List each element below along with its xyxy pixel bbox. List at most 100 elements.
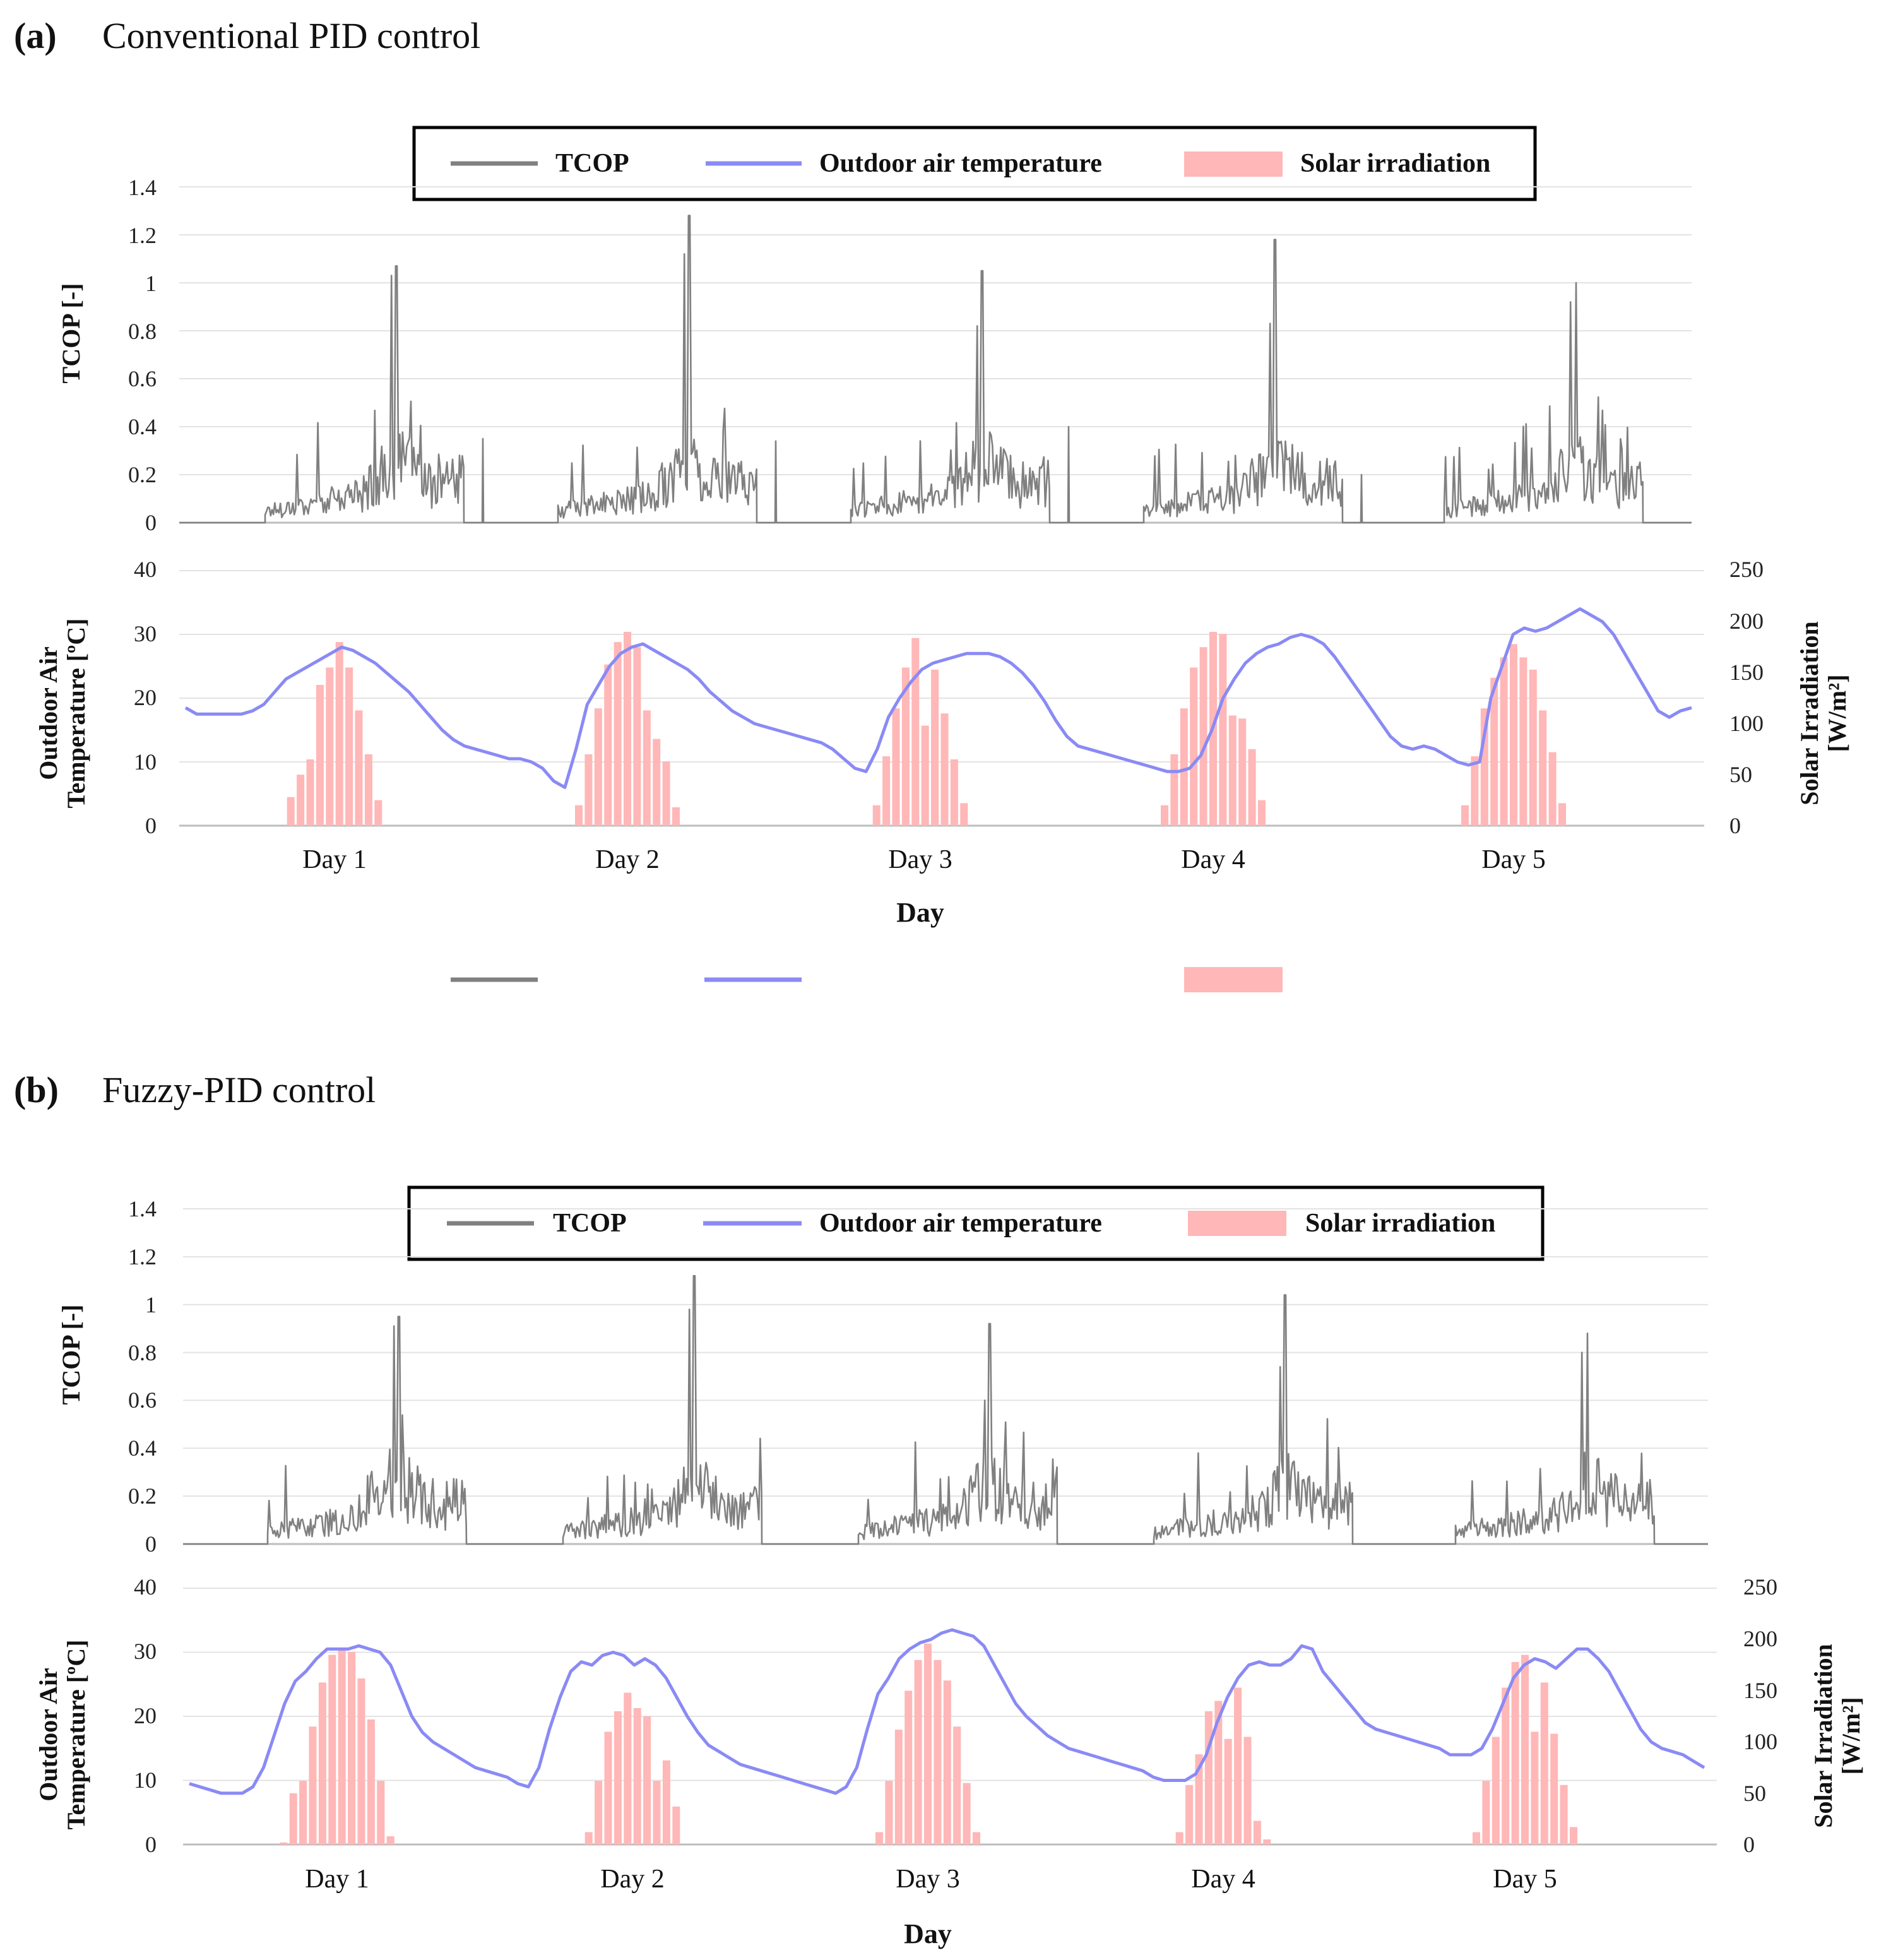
solar-b-bar [377, 1781, 385, 1844]
legend-a: TCOP Outdoor air temperature Solar irrad… [412, 126, 1537, 201]
temp-b-ytick-0: 0 [145, 1832, 157, 1857]
solar-a-bar [1190, 667, 1198, 826]
temp-a-ytick-3: 30 [134, 621, 157, 646]
tcop-b-ytick-4: 0.8 [128, 1340, 157, 1365]
solar-b-bar [953, 1726, 961, 1844]
temp-b-y-label: Outdoor Air Temperature [ºC] [34, 1640, 90, 1830]
temp-b-ytick-3: 30 [134, 1639, 157, 1664]
tcop-a-ytick-7: 1.4 [128, 175, 157, 200]
solar-b-bar [914, 1660, 922, 1844]
solar-b-bar [1253, 1820, 1261, 1844]
solar-a-bar [643, 710, 651, 826]
solar-b-bar [1234, 1687, 1242, 1844]
solar-b-ytick-4: 200 [1743, 1626, 1777, 1651]
solar-b-y-label-line1: Solar Irradiation [1809, 1644, 1837, 1828]
solar-a-bar [1170, 754, 1178, 826]
solar-b-bar [653, 1781, 661, 1844]
solar-b-bar [885, 1781, 893, 1844]
tcop-a-series [179, 215, 1692, 524]
tcop-b-grid [183, 1208, 1708, 1545]
solar-b-bar [1473, 1832, 1480, 1844]
solar-a-bar [306, 759, 314, 826]
tcop-b-series [183, 1274, 1708, 1545]
legend-b-solar-label: Solar irradiation [1305, 1209, 1495, 1238]
solar-b-ytick-3: 150 [1743, 1678, 1777, 1703]
solar-b-bar [924, 1643, 932, 1844]
solar-a-ytick-4: 200 [1729, 609, 1764, 634]
temp-b-y-ticks: 0 10 20 30 40 [134, 1574, 157, 1857]
solar-b-bar [338, 1649, 346, 1844]
solar-a-bar [882, 756, 891, 826]
solar-a-y-ticks: 0 50 100 150 200 250 [1729, 557, 1764, 838]
solar-b-bar [1531, 1731, 1539, 1844]
temp-b-ytick-1: 10 [134, 1767, 157, 1793]
solar-a-bar [653, 739, 661, 826]
solar-a-bar [335, 642, 343, 826]
solar-b-y-ticks: 0 50 100 150 200 250 [1743, 1574, 1777, 1857]
legend-a-temperature-label: Outdoor air temperature [819, 149, 1102, 178]
xtick-b-day-1: Day 1 [305, 1865, 369, 1894]
solar-a-bar [960, 803, 968, 826]
solar-a-bar [950, 759, 958, 826]
temp-b-series-line [189, 1628, 1705, 1795]
solar-a-bar [633, 647, 641, 826]
temp-a-y-label-line2: Temperature [ºC] [62, 619, 90, 809]
solar-b-bar [894, 1730, 903, 1844]
tcop-a-ytick-3: 0.6 [128, 366, 157, 391]
solar-a-bar [1510, 644, 1517, 826]
legend-a-solar-label: Solar irradiation [1300, 149, 1490, 178]
solar-b-bar [1482, 1781, 1490, 1844]
xtick-a-day-2: Day 2 [595, 845, 659, 874]
tcop-a-ytick-0: 0 [145, 510, 157, 535]
x-axis-a-label: Day [896, 897, 944, 928]
solar-b-bar [643, 1716, 651, 1844]
solar-b-bar [614, 1711, 622, 1844]
tcop-a-grid [179, 186, 1692, 524]
tcop-b-ytick-5: 1 [145, 1292, 157, 1317]
xtick-b-day-4: Day 4 [1191, 1865, 1255, 1894]
solar-a-bar [1471, 756, 1479, 826]
solar-b-bar [386, 1836, 394, 1844]
panel-a-title: Conventional PID control [102, 15, 480, 56]
x-axis-b-label: Day [904, 1918, 952, 1949]
solar-b-bar [1214, 1701, 1223, 1844]
solar-a-bar [287, 797, 295, 826]
tcop-a-y-label: TCOP [-] [57, 283, 85, 384]
solar-b-bar [348, 1651, 356, 1844]
solar-a-bar [1539, 710, 1547, 826]
temp-a-ytick-2: 20 [134, 685, 157, 710]
tcop-b-line [183, 1274, 1708, 1545]
stray-solar-swatch [1184, 967, 1283, 992]
solar-a-bars [287, 632, 1566, 826]
tcop-b-ytick-3: 0.6 [128, 1387, 157, 1413]
solar-a-bar [662, 761, 670, 826]
solar-a-bar [1258, 800, 1266, 826]
legend-a-tcop-label: TCOP [555, 149, 629, 178]
tcop-a-ytick-4: 0.8 [128, 319, 157, 344]
solar-b-bar [1560, 1785, 1568, 1844]
temp-b-ytick-4: 40 [134, 1574, 157, 1600]
solar-b-bar [973, 1832, 980, 1844]
solar-b-bar [662, 1760, 670, 1844]
xtick-b-day-5: Day 5 [1493, 1865, 1557, 1894]
solar-a-y-label-line1: Solar Irradiation [1795, 621, 1824, 805]
legend-b-tcop-label: TCOP [553, 1209, 627, 1238]
tcop-b-ytick-0: 0 [145, 1531, 157, 1557]
panel-b-title: Fuzzy-PID control [102, 1069, 376, 1110]
solar-b-bar [318, 1682, 326, 1844]
solar-b-bar [1263, 1839, 1271, 1844]
temp-b-ytick-2: 20 [134, 1703, 157, 1728]
solar-a-bar [594, 708, 602, 826]
solar-a-bar [1228, 715, 1237, 826]
solar-a-bar [1500, 657, 1508, 826]
solar-b-bar [328, 1654, 336, 1844]
solar-a-bar [872, 805, 881, 826]
tcop-a-ytick-5: 1 [145, 271, 157, 296]
solar-b-bar [1195, 1754, 1203, 1844]
temp-a-series-line [184, 607, 1692, 789]
solar-b-bar [299, 1781, 307, 1844]
solar-a-bar [1490, 677, 1498, 826]
legend-a-solar-swatch [1184, 151, 1283, 177]
solar-b-bar [934, 1660, 942, 1844]
solar-a-bar [1558, 803, 1566, 826]
